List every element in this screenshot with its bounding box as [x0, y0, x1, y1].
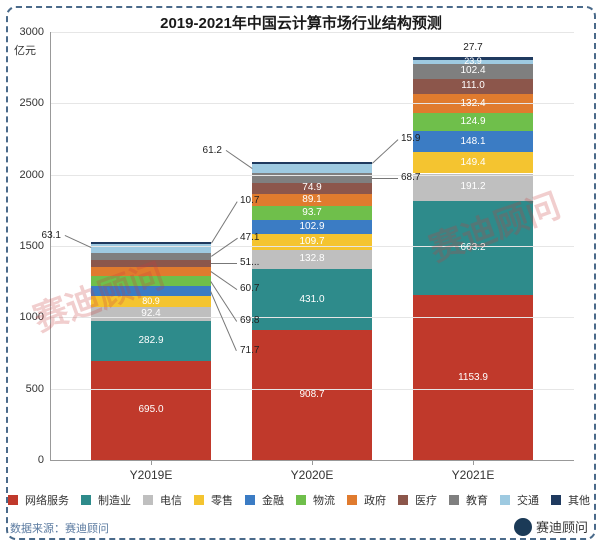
value-label: 89.1	[252, 195, 372, 205]
x-tick	[312, 460, 313, 465]
seg-finance	[91, 286, 211, 296]
legend-item-transport: 交通	[500, 492, 543, 508]
y-axis-unit: 亿元	[14, 42, 36, 58]
y-tick-label: 1500	[8, 240, 44, 252]
leader-line	[211, 263, 237, 264]
gridline	[50, 32, 574, 33]
value-label: 63.1	[31, 231, 61, 241]
y-tick-label: 0	[8, 454, 44, 466]
value-label: 148.1	[413, 137, 533, 147]
value-label: 663.2	[413, 243, 533, 253]
data-source: 数据来源：赛迪顾问	[10, 520, 109, 536]
value-label: 695.0	[91, 405, 211, 415]
value-label: 431.0	[252, 295, 372, 305]
value-label: 60.7	[240, 284, 259, 294]
value-label: 102.9	[252, 222, 372, 232]
seg-other	[91, 242, 211, 244]
value-label: 93.7	[252, 208, 372, 218]
legend-swatch	[143, 495, 153, 505]
value-label: 74.9	[252, 183, 372, 193]
seg-other	[252, 162, 372, 164]
seg-edu	[91, 253, 211, 260]
brand-name: 赛迪顾问	[536, 517, 588, 536]
legend-item-finance: 金融	[245, 492, 288, 508]
x-tick-label: Y2020E	[252, 468, 372, 482]
value-label: 92.4	[91, 309, 211, 319]
legend-swatch	[81, 495, 91, 505]
value-label: 71.7	[240, 346, 259, 356]
gridline	[50, 175, 574, 176]
legend-item-retail: 零售	[194, 492, 237, 508]
legend-label: 金融	[262, 492, 284, 508]
seg-medical	[91, 260, 211, 267]
seg-logistics	[91, 276, 211, 286]
legend-label: 教育	[466, 492, 488, 508]
legend-label: 网络服务	[25, 492, 69, 508]
legend-label: 交通	[517, 492, 539, 508]
y-tick-label: 1000	[8, 311, 44, 323]
x-tick-label: Y2021E	[413, 468, 533, 482]
value-label: 132.4	[413, 99, 533, 109]
legend-swatch	[449, 495, 459, 505]
value-label: 124.9	[413, 117, 533, 127]
value-label: 282.9	[91, 336, 211, 346]
value-label: 111.0	[413, 81, 533, 91]
plot-area: 050010001500200025003000亿元695.0282.992.4…	[50, 32, 574, 460]
x-tick	[151, 460, 152, 465]
legend-label: 其他	[568, 492, 590, 508]
legend-swatch	[296, 495, 306, 505]
legend-item-logistics: 物流	[296, 492, 339, 508]
legend-swatch	[245, 495, 255, 505]
y-tick-label: 2000	[8, 169, 44, 181]
legend-label: 物流	[313, 492, 335, 508]
value-label: 109.7	[252, 237, 372, 247]
chart-frame: 2019-2021年中国云计算市场行业结构预测 0 500 1000 1500 2000…	[0, 0, 602, 546]
legend-item-edu: 教育	[449, 492, 492, 508]
value-label: 27.7	[413, 43, 533, 53]
legend-item-gov: 政府	[347, 492, 390, 508]
y-tick-label: 3000	[8, 26, 44, 38]
value-label: 80.9	[91, 297, 211, 306]
y-axis	[50, 32, 51, 460]
leader-line	[372, 178, 398, 179]
legend-swatch	[8, 495, 18, 505]
legend-item-mfg: 制造业	[81, 492, 135, 508]
seg-gov	[91, 267, 211, 276]
legend-label: 政府	[364, 492, 386, 508]
value-label: 149.4	[413, 158, 533, 168]
y-tick-label: 2500	[8, 97, 44, 109]
brand-watermark: 赛迪顾问	[514, 517, 588, 536]
value-label: 191.2	[413, 182, 533, 192]
value-label: 132.8	[252, 254, 372, 264]
value-label: 69.8	[240, 316, 259, 326]
legend-label: 电信	[160, 492, 182, 508]
legend: 网络服务 制造业 电信 零售 金融 物流 政府 医疗 教育 交通 其他	[0, 492, 602, 508]
y-tick-label: 500	[8, 383, 44, 395]
x-tick	[473, 460, 474, 465]
brand-logo-icon	[514, 518, 532, 536]
x-tick-label: Y2019E	[91, 468, 211, 482]
value-label: 23.9	[413, 57, 533, 66]
legend-item-network: 网络服务	[8, 492, 73, 508]
legend-label: 制造业	[98, 492, 131, 508]
legend-swatch	[551, 495, 561, 505]
legend-swatch	[500, 495, 510, 505]
seg-transport	[252, 164, 372, 173]
value-label: 102.4	[413, 66, 533, 76]
legend-label: 医疗	[415, 492, 437, 508]
value-label: 61.2	[192, 146, 222, 156]
legend-item-telecom: 电信	[143, 492, 186, 508]
chart-title: 2019-2021年中国云计算市场行业结构预测	[0, 12, 602, 33]
value-label: 908.7	[252, 390, 372, 400]
value-label: 1153.9	[413, 373, 533, 383]
legend-swatch	[347, 495, 357, 505]
legend-item-medical: 医疗	[398, 492, 441, 508]
legend-item-other: 其他	[551, 492, 594, 508]
legend-label: 零售	[211, 492, 233, 508]
legend-swatch	[398, 495, 408, 505]
legend-swatch	[194, 495, 204, 505]
